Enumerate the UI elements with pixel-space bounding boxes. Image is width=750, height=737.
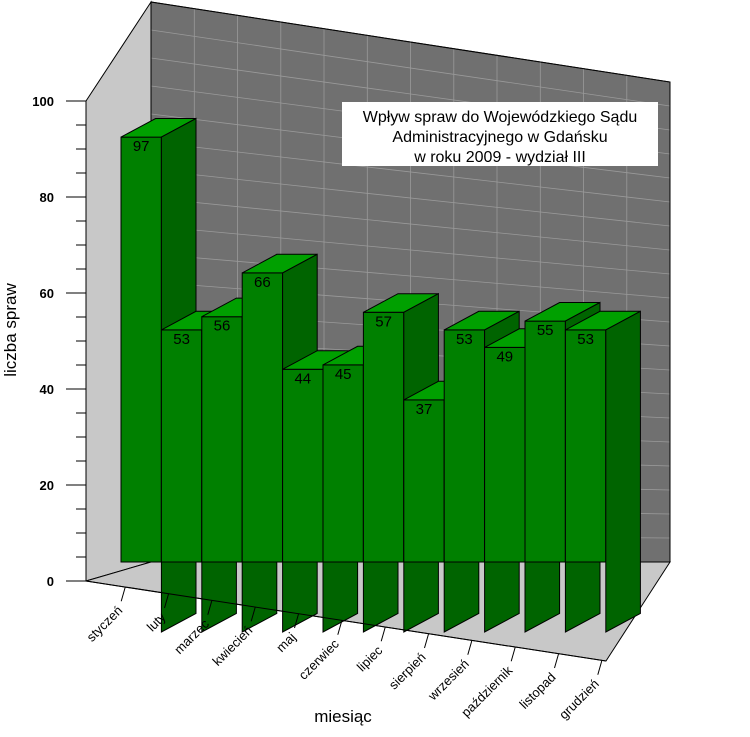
bar-value-label: 97 [133, 138, 150, 155]
x-tick [554, 653, 559, 669]
bar-value-label: 53 [456, 331, 473, 348]
chart-title-background [342, 102, 658, 166]
bar-value-label: 53 [577, 331, 594, 348]
chart-title-line-3: w roku 2009 - wydział III [413, 149, 586, 166]
x-category-label: maj [273, 629, 298, 654]
x-axis-line [85, 580, 607, 662]
y-tick-label: 100 [32, 94, 54, 109]
bar-front-face [524, 320, 566, 563]
chart-title-line-2: Administracyjnego w Gdańsku [392, 129, 607, 146]
chart-title: Wpływ spraw do Wojewódzkiego Sądu Admini… [342, 102, 658, 166]
bar-value-label: 56 [214, 318, 231, 335]
bar-front-face [484, 346, 526, 563]
y-axis-title: liczba spraw [1, 283, 20, 377]
y-tick-label: 80 [40, 190, 54, 205]
x-tick [337, 620, 343, 635]
x-category-label: listopad [516, 670, 558, 712]
x-category-label: sierpień [386, 650, 429, 693]
x-tick [597, 660, 603, 675]
bar-front-face [241, 272, 284, 563]
bars: 97 53 56 66 44 45 57 37 53 49 55 53 [120, 117, 641, 633]
bar-value-label: 66 [254, 274, 271, 291]
bar-front-face [160, 329, 203, 563]
bar-front-face [403, 399, 445, 563]
x-tick [467, 640, 473, 655]
bar: 53 [564, 310, 641, 633]
x-tick [380, 627, 386, 642]
y-axis: 0 20 40 60 80 100 [32, 94, 87, 589]
bar-side-face [605, 310, 641, 633]
chart-title-line-1: Wpływ spraw do Wojewódzkiego Sądu [363, 109, 638, 126]
bar-value-label: 45 [335, 366, 352, 383]
x-tick [424, 633, 429, 649]
x-category-label: wrzesień [424, 656, 472, 704]
bar-front-face [322, 364, 364, 563]
x-tick [510, 647, 516, 662]
bar-front-face [443, 329, 486, 563]
x-tick [120, 587, 126, 602]
bar-value-label: 53 [173, 331, 190, 348]
x-category-label: czerwiec [296, 636, 343, 683]
x-category-label: styczeń [84, 603, 126, 645]
y-tick-label: 20 [40, 478, 54, 493]
bar-value-label: 37 [416, 401, 433, 418]
bar-value-label: 49 [496, 348, 513, 365]
x-category-label: kwiecień [209, 623, 255, 669]
bar-front-face [282, 368, 324, 563]
x-category-label: grudzień [556, 676, 602, 722]
y-tick-label: 40 [40, 382, 54, 397]
x-axis-title: miesiąc [314, 707, 372, 726]
y-tick-label: 60 [40, 286, 54, 301]
x-tick [250, 607, 256, 622]
bar-value-label: 44 [294, 370, 311, 387]
bar-value-label: 55 [537, 322, 554, 339]
x-category-label: lipiec [354, 642, 386, 674]
bar-value-label: 57 [375, 313, 392, 330]
bar-front-face [201, 316, 243, 563]
bar-front-face [564, 329, 607, 563]
bar-front-face [120, 136, 162, 563]
x-tick [164, 593, 169, 609]
y-tick-label: 0 [47, 574, 54, 589]
bar-front-face [362, 311, 405, 563]
x-tick [294, 613, 299, 629]
x-tick [207, 600, 213, 615]
